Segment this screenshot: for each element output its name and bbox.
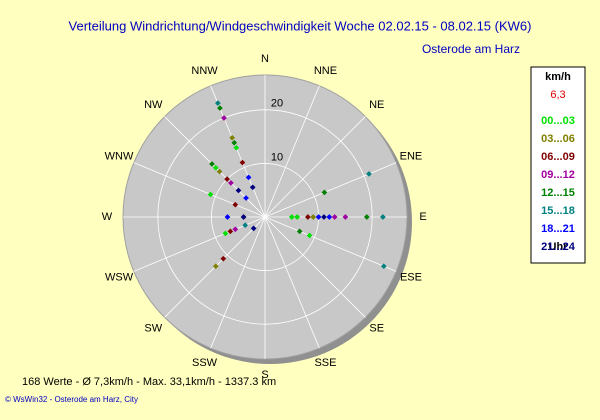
direction-label: SW xyxy=(144,323,162,335)
legend-header: km/h xyxy=(545,71,571,83)
point xyxy=(315,214,322,220)
grid-ring xyxy=(157,109,373,325)
spoke xyxy=(264,85,320,218)
point xyxy=(245,174,252,181)
point xyxy=(321,189,328,196)
direction-label: ENE xyxy=(400,150,423,162)
legend-entry: 12...15 xyxy=(541,187,575,199)
point xyxy=(310,214,317,220)
point xyxy=(232,226,239,233)
legend-note: 6,3 xyxy=(550,89,565,101)
direction-label: W xyxy=(102,211,113,223)
direction-label: NNW xyxy=(191,65,218,77)
legend-entry: 09...12 xyxy=(541,169,575,181)
direction-label: NW xyxy=(144,99,163,111)
point xyxy=(363,214,370,220)
point xyxy=(243,195,249,201)
direction-label: SSW xyxy=(192,357,218,369)
spoke xyxy=(264,216,397,272)
point xyxy=(222,230,229,237)
legend-entry: 00...03 xyxy=(541,115,575,127)
point xyxy=(366,171,372,177)
spoke xyxy=(264,162,397,218)
direction-label: NE xyxy=(369,99,384,111)
legend-entry: 06...09 xyxy=(541,151,575,163)
point xyxy=(288,214,295,220)
r-tick-label: 20 xyxy=(271,98,283,110)
point xyxy=(326,214,333,220)
point xyxy=(221,115,227,121)
point xyxy=(207,191,214,198)
spoke xyxy=(133,162,266,218)
point xyxy=(240,214,247,220)
point xyxy=(216,168,223,175)
point xyxy=(233,144,240,151)
point xyxy=(212,263,219,270)
point xyxy=(250,225,257,232)
direction-label: N xyxy=(261,53,269,65)
spoke xyxy=(264,116,366,218)
point xyxy=(232,201,239,208)
legend-entry: 21...24 xyxy=(541,241,576,253)
direction-label: ESE xyxy=(400,271,422,283)
point xyxy=(331,214,338,220)
point xyxy=(294,214,300,220)
legend-entry: 15...18 xyxy=(541,205,575,217)
direction-label: NNE xyxy=(314,65,337,77)
point xyxy=(380,214,386,220)
r-tick-label: 10 xyxy=(271,151,283,163)
stats: 168 Werte - Ø 7,3km/h - Max. 33,1km/h - … xyxy=(22,376,276,388)
point xyxy=(220,255,227,262)
chart-title: Verteilung Windrichtung/Windgeschwindigk… xyxy=(69,18,532,33)
point xyxy=(306,232,313,239)
spoke xyxy=(264,216,320,349)
point xyxy=(224,176,230,182)
chart-subtitle: Osterode am Harz xyxy=(422,42,520,56)
legend-entry: 03...06 xyxy=(541,133,575,145)
point xyxy=(321,214,327,220)
point xyxy=(231,139,238,146)
point xyxy=(242,222,249,229)
point xyxy=(305,214,311,220)
point xyxy=(228,180,234,186)
point xyxy=(342,214,349,220)
point xyxy=(239,159,246,166)
point xyxy=(229,134,236,141)
point xyxy=(249,184,256,191)
point xyxy=(212,164,219,171)
point xyxy=(235,187,242,194)
spoke xyxy=(264,216,366,318)
point xyxy=(217,105,223,111)
direction-label: SSE xyxy=(314,357,336,369)
direction-label: SE xyxy=(369,323,384,335)
point xyxy=(215,100,221,106)
legend-entry: 18...21 xyxy=(541,223,575,235)
point xyxy=(227,228,234,235)
spoke xyxy=(133,216,266,272)
direction-label: S xyxy=(261,369,268,381)
direction-label: WNW xyxy=(105,150,134,162)
legend-footer: Uhr xyxy=(549,241,569,253)
point xyxy=(296,228,303,235)
spoke xyxy=(210,216,266,349)
point xyxy=(380,263,387,270)
direction-label: E xyxy=(419,211,426,223)
copyright: © WsWin32 - Osterode am Harz, City xyxy=(5,395,138,404)
point xyxy=(224,214,231,220)
direction-label: WSW xyxy=(105,271,134,283)
point xyxy=(209,161,215,167)
legend-box xyxy=(530,66,586,264)
